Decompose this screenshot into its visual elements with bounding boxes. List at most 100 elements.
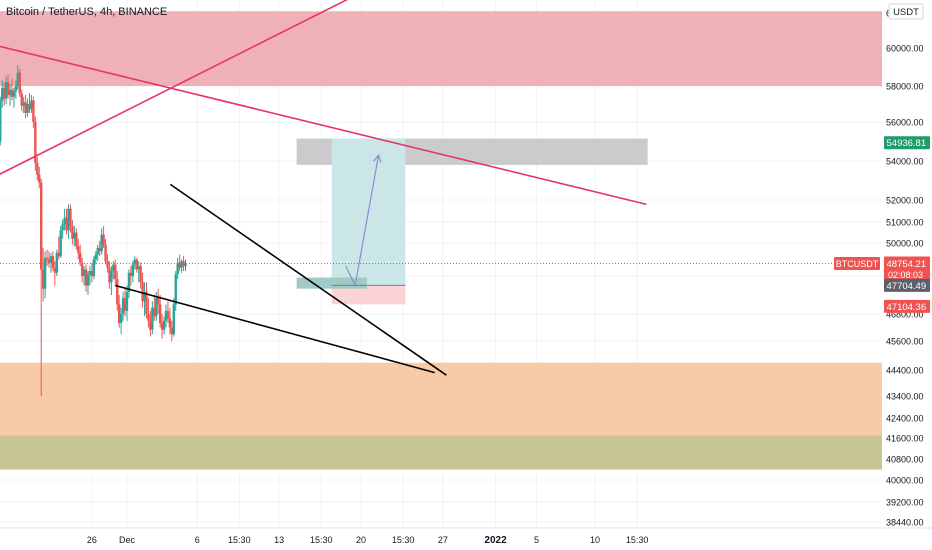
price-tick-label: 41600.00: [886, 434, 924, 444]
candle-up: [61, 224, 64, 231]
candle-up: [119, 314, 123, 323]
candle-down: [166, 310, 170, 319]
stop-label: 47104.36: [887, 302, 927, 313]
candle-up: [22, 102, 25, 106]
candle-down: [2, 87, 6, 99]
time-tick-label: 15:30: [392, 535, 415, 545]
time-tick-label: 27: [438, 535, 448, 545]
candle-down: [6, 82, 10, 95]
candle-down: [98, 247, 101, 252]
time-axis[interactable]: 26 Dec 6 15:30 13 15:30 20 15:30 27 2022 5 10 15:30: [0, 527, 932, 550]
price-tick-label: 46800.00: [886, 310, 924, 320]
price-tick-label: 52000.00: [886, 196, 924, 206]
candle-up: [0, 87, 4, 101]
time-tick-label: Dec: [119, 535, 136, 545]
candle-up: [86, 274, 90, 286]
entry-label: 47704.49: [887, 281, 927, 292]
symbol-tag-bg: [834, 257, 880, 271]
time-tick-label: 20: [356, 535, 366, 545]
candle-down: [45, 257, 49, 260]
price-tick-label: 58000.00: [886, 82, 924, 92]
price-tick-label: 54000.00: [886, 157, 924, 167]
candle-up: [131, 264, 135, 276]
candle-down: [71, 226, 74, 239]
candle-down: [170, 327, 174, 335]
rising-trendline-line: [0, 0, 349, 175]
candle-down: [47, 259, 51, 263]
candle-down: [158, 304, 162, 323]
candle-down: [147, 314, 150, 321]
candle-down: [116, 279, 119, 305]
candle-down: [129, 272, 133, 276]
candle-down: [149, 320, 152, 330]
candle-up: [73, 232, 76, 239]
candle-up: [155, 298, 158, 317]
currency-button[interactable]: USDT: [888, 3, 924, 20]
candle-up: [127, 272, 131, 292]
price-tick-label: 44400.00: [886, 366, 924, 376]
candle-up: [14, 86, 18, 92]
time-tick-label: 6: [195, 535, 200, 545]
stop-label-bg: [884, 299, 930, 313]
projection-path: [345, 155, 380, 288]
candle-up: [94, 254, 97, 260]
candle-up: [26, 104, 29, 113]
last-price-label: 48754.21: [887, 259, 927, 270]
candle-up: [12, 91, 16, 97]
candle-up: [63, 217, 66, 225]
time-tick-label: 26: [87, 535, 97, 545]
candle-down: [28, 104, 31, 110]
candle-up: [4, 82, 8, 99]
candle-up: [133, 259, 137, 265]
candle-down: [38, 174, 41, 183]
candles: [0, 65, 187, 396]
candle-up: [100, 234, 103, 252]
candle-down: [117, 304, 121, 323]
candle-down: [102, 234, 105, 245]
time-tick-label: 5: [534, 535, 539, 545]
candle-up: [184, 263, 187, 267]
candle-down: [40, 182, 43, 270]
price-tick-label: 60000.00: [886, 44, 924, 54]
candle-down: [57, 252, 60, 257]
support-zone: [0, 362, 882, 436]
chart-title: Bitcoin / TetherUS, 4h, BINANCE: [6, 6, 167, 18]
candle-down: [69, 208, 72, 227]
candle-down: [123, 298, 127, 311]
candle-down: [104, 244, 107, 262]
candle-down: [108, 267, 111, 283]
candle-down: [32, 100, 35, 122]
candle-up: [137, 266, 140, 270]
candle-down: [36, 162, 39, 175]
candle-down: [41, 269, 45, 289]
candle-up: [59, 230, 62, 257]
price-tick-label: 50000.00: [886, 239, 924, 249]
candle-up: [174, 274, 177, 305]
price-tick-label: 40000.00: [886, 476, 924, 486]
candle-up: [110, 271, 113, 283]
candle-up: [92, 259, 96, 276]
candle-up: [172, 304, 175, 335]
candle-down: [153, 307, 156, 317]
candle-down: [114, 264, 117, 280]
candle-down: [24, 102, 27, 113]
price-tick-label: 45600.00: [886, 337, 924, 347]
candle-up: [176, 262, 179, 275]
candle-down: [145, 291, 148, 314]
price-tick-label: 38440.00: [886, 518, 924, 528]
price-tick-label: 43400.00: [886, 392, 924, 402]
candle-down: [20, 93, 23, 106]
candle-down: [80, 262, 84, 276]
candle-up: [125, 291, 129, 311]
time-tick-label: 13: [274, 535, 284, 545]
candle-down: [75, 232, 78, 247]
candle-up: [96, 247, 99, 255]
wedge-lower-line: [115, 284, 435, 374]
candle-down: [90, 271, 94, 276]
candle-up: [180, 261, 183, 268]
entry-label-bg: [884, 278, 930, 292]
entry-band: [296, 277, 367, 289]
price-tick-label: 40800.00: [886, 455, 924, 465]
